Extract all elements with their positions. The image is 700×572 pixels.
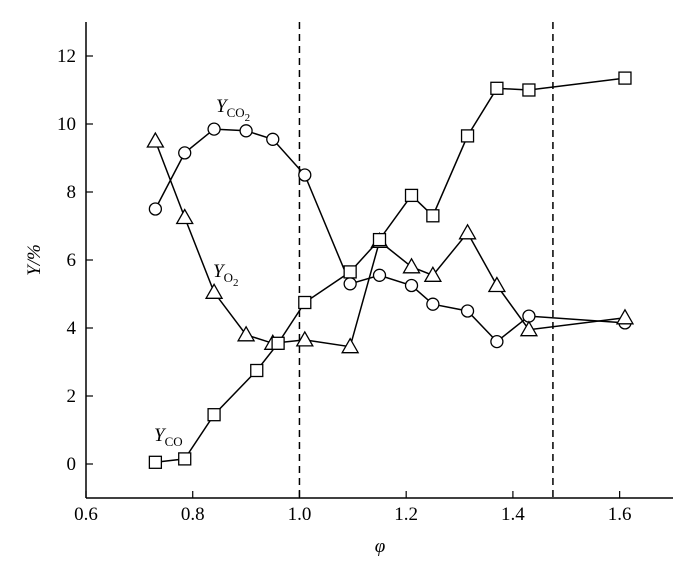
series-label-main: Y xyxy=(216,96,229,117)
data-point xyxy=(250,363,264,378)
data-point xyxy=(522,309,536,323)
data-point xyxy=(178,146,192,160)
data-point xyxy=(239,124,253,138)
y-tick-label: 12 xyxy=(57,46,76,67)
data-point xyxy=(522,83,536,97)
data-point xyxy=(519,320,539,337)
y-tick-label: 8 xyxy=(67,182,77,203)
data-point xyxy=(341,337,360,354)
data-point xyxy=(146,131,165,148)
data-point xyxy=(460,304,475,318)
y-tick-label: 10 xyxy=(57,114,76,135)
data-point xyxy=(236,325,256,342)
data-point xyxy=(298,168,312,182)
y-tick-label: 6 xyxy=(67,250,77,271)
series-label: YCO xyxy=(154,425,183,449)
data-point xyxy=(207,122,221,136)
data-point xyxy=(343,265,357,279)
data-point xyxy=(404,278,419,293)
series-label: YO2 xyxy=(213,261,238,289)
x-tick-label: 1.0 xyxy=(288,504,312,525)
data-point xyxy=(266,132,280,146)
data-point xyxy=(487,276,507,293)
series-label-main: Y xyxy=(213,261,226,282)
x-tick-label: 1.2 xyxy=(394,504,418,525)
data-point xyxy=(618,71,632,85)
data-point xyxy=(178,452,192,466)
data-point xyxy=(148,455,163,469)
data-point xyxy=(490,81,504,95)
x-tick-label: 0.8 xyxy=(181,504,205,525)
series-label-sub2: 2 xyxy=(233,277,239,289)
data-point xyxy=(426,297,440,311)
series-label-sub2: 2 xyxy=(245,112,251,124)
data-point xyxy=(458,223,477,240)
data-point xyxy=(372,268,387,282)
data-point xyxy=(615,308,635,325)
x-axis-label: φ xyxy=(375,536,386,557)
data-point xyxy=(207,408,221,422)
data-point xyxy=(372,232,387,247)
series-label-sub: CO xyxy=(227,105,245,120)
series-label-main: Y xyxy=(154,425,167,446)
data-point xyxy=(460,129,475,143)
x-tick-label: 1.4 xyxy=(501,504,525,525)
data-point xyxy=(295,330,314,347)
data-point xyxy=(402,257,421,274)
data-point xyxy=(148,202,163,216)
data-point xyxy=(298,295,312,310)
y-tick-label: 2 xyxy=(67,386,77,407)
data-point xyxy=(204,282,224,299)
series-label: YCO2 xyxy=(216,96,250,124)
series-line xyxy=(155,77,626,464)
data-point xyxy=(404,188,419,203)
data-point xyxy=(423,265,442,282)
series-line xyxy=(154,128,626,343)
data-point xyxy=(175,208,194,225)
data-point xyxy=(490,334,504,349)
y-tick-label: 4 xyxy=(67,318,77,339)
data-point xyxy=(271,336,285,350)
y-tick-label: 0 xyxy=(67,454,77,475)
series-label-sub: CO xyxy=(165,434,183,449)
x-tick-label: 1.6 xyxy=(608,504,632,525)
series-line xyxy=(154,140,626,348)
x-tick-label: 0.6 xyxy=(74,504,98,525)
data-point xyxy=(343,277,357,291)
data-point xyxy=(426,209,440,223)
series-label-sub: O xyxy=(224,270,233,285)
y-axis-label: Y/% xyxy=(24,244,45,276)
